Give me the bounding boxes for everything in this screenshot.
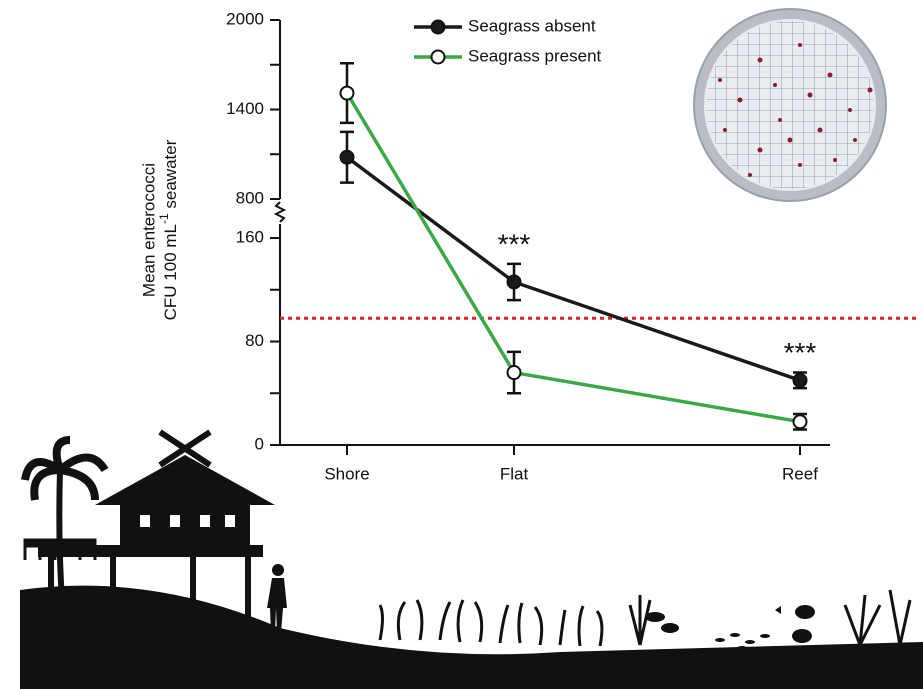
annotation: *** [498,228,531,259]
data-point [506,365,522,381]
axis-break [273,201,287,223]
annotation: *** [784,337,817,368]
coastal-scene [0,429,923,689]
data-point [506,274,522,290]
data-point [792,414,808,430]
y-tick-label: 0 [255,434,264,453]
x-tick-label: Flat [500,464,529,483]
y-tick-label: 800 [236,188,264,207]
y-axis-label: CFU 100 mL-1 seawater [157,139,180,320]
y-tick-label: 1400 [226,99,264,118]
petri-dish [693,8,887,202]
y-label-superscript: -1 [157,213,171,224]
legend-label: Seagrass absent [468,16,596,35]
data-point [792,372,808,388]
y-tick-label: 2000 [226,9,264,28]
data-point [339,85,355,101]
plot-area: 0 80 160 800 1400 2000 Shore Flat Reef *** *** Seag… [226,9,918,483]
y-tick-label: 80 [245,331,264,350]
legend-item: Seagrass absent [414,16,596,35]
legend-label: Seagrass present [468,46,602,65]
legend-item: Seagrass present [414,46,602,65]
y-label-rest: seawater [161,139,180,213]
legend-marker [430,19,446,35]
y-label-text: CFU 100 mL [161,224,180,320]
y-tick-label: 160 [236,227,264,246]
data-point [339,149,355,165]
x-tick-label: Reef [782,464,818,483]
y-axis-label: Mean enterococci [139,163,158,297]
series-line [345,155,801,382]
legend-marker [430,49,446,65]
x-tick-label: Shore [324,464,369,483]
